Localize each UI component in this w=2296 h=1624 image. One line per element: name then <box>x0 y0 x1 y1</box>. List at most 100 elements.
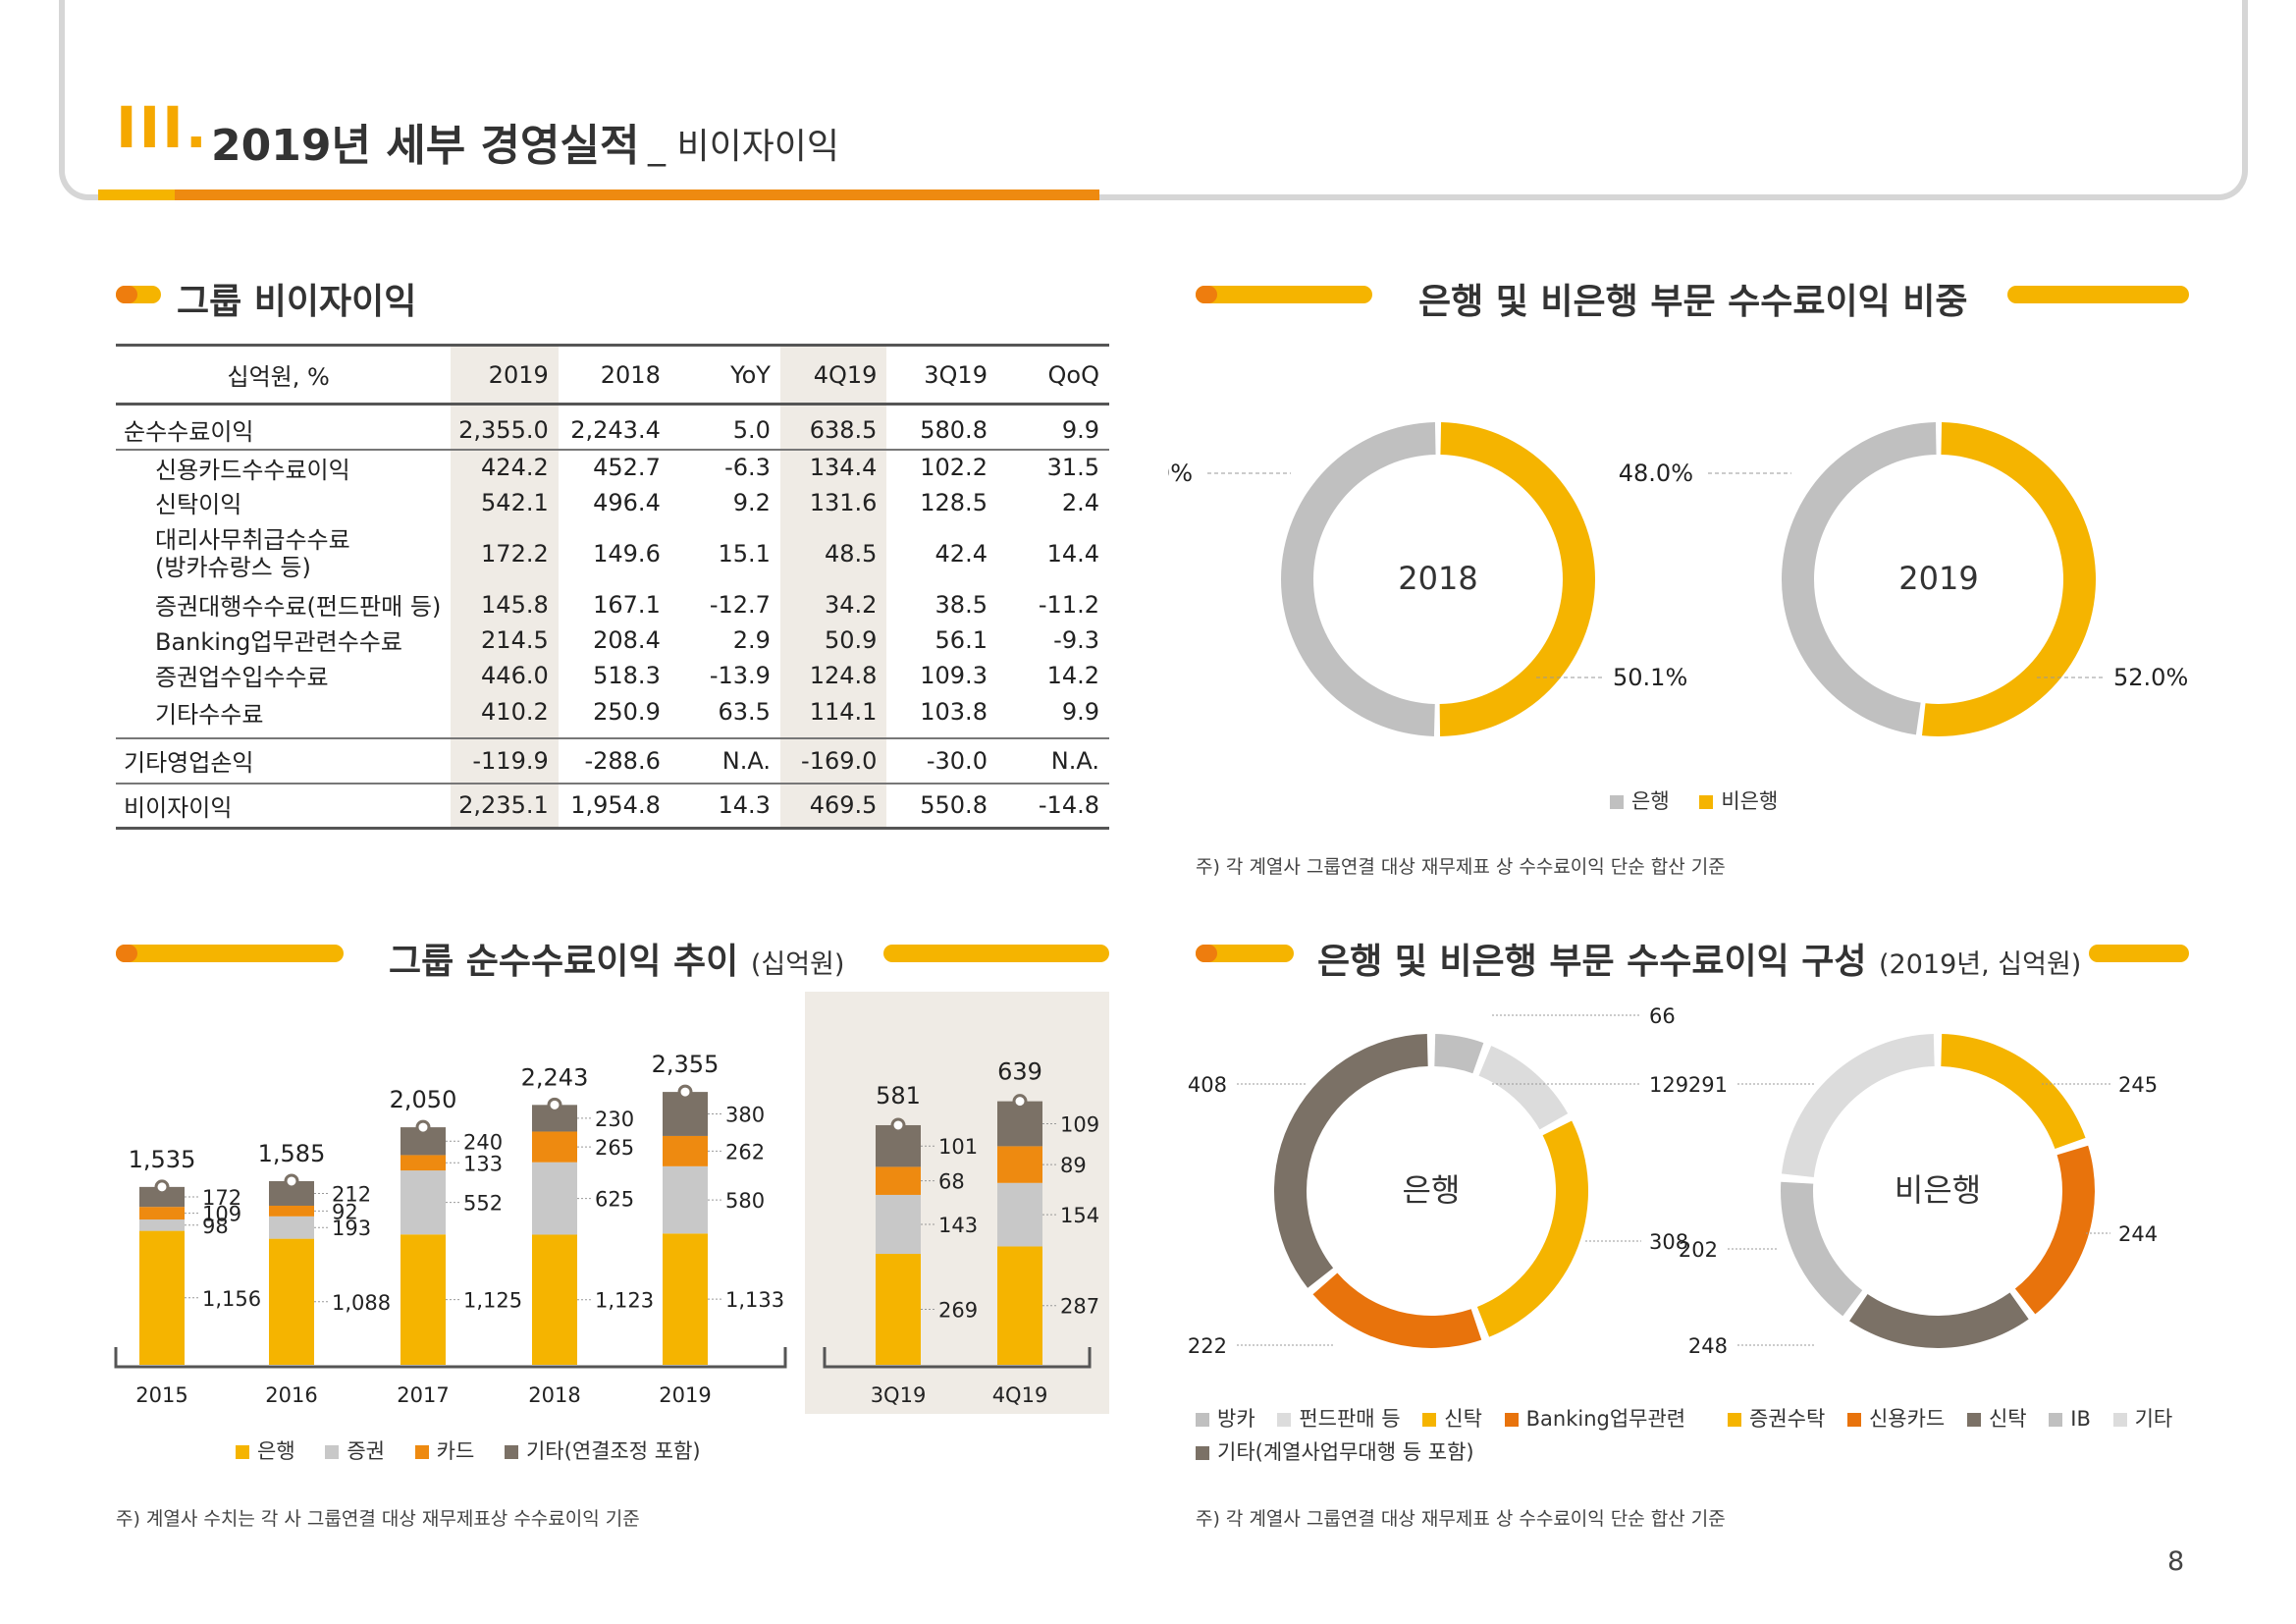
bar-value-label: 98 <box>202 1215 229 1238</box>
bar-total-label: 1,585 <box>258 1140 326 1167</box>
cell: -9.3 <box>1053 625 1099 654</box>
cell: -11.2 <box>1038 590 1099 619</box>
bar-segment <box>997 1182 1042 1247</box>
cell: -12.7 <box>709 590 771 619</box>
nonbank-segment-label: 202 <box>1679 1238 1718 1262</box>
bar-value-label: 262 <box>725 1140 765 1164</box>
header-frame <box>59 0 2248 200</box>
bank-segment-label: 222 <box>1188 1334 1227 1358</box>
nonbank-donut-segment <box>1941 1034 2086 1149</box>
bar-value-label: 1,123 <box>595 1289 654 1313</box>
nonbank-segment-label: 244 <box>2118 1222 2158 1246</box>
bar-chart-title: 그룹 순수수료이익 추이 (십억원) <box>389 933 844 984</box>
bank-donut-segment <box>1476 1120 1588 1337</box>
cell: 9.9 <box>996 404 1109 451</box>
cell: 214.5 <box>451 622 559 658</box>
cell: 34.2 <box>779 586 887 623</box>
share-label-nonbank: 52.0% <box>2113 664 2188 691</box>
section-marker-share-right <box>2007 286 2189 303</box>
bar-value-label: 101 <box>938 1135 978 1159</box>
cell: 9.2 <box>732 488 771 516</box>
share-donut-segment <box>1782 422 1937 735</box>
cell: 124.8 <box>779 657 887 693</box>
bar-value-label: 240 <box>463 1130 503 1154</box>
bar-value-label: 133 <box>463 1152 503 1175</box>
x-tick-label: 2015 <box>135 1383 187 1407</box>
cell: 167.1 <box>593 590 661 619</box>
share-donut-segment <box>1280 422 1436 736</box>
cell: 56.1 <box>934 625 988 654</box>
bar-total-label: 1,535 <box>129 1146 196 1173</box>
table-row: 증권대행수수료(펀드판매 등) 145.8 167.1 -12.7 34.2 3… <box>116 586 1109 623</box>
legend-nb-other: 기타 <box>2112 1402 2173 1435</box>
cell: 5.0 <box>669 404 780 451</box>
legend-swatch <box>1196 1446 1209 1460</box>
total-marker <box>154 1179 170 1195</box>
bar-value-label: 580 <box>725 1189 765 1213</box>
cell: 1,954.8 <box>558 782 670 830</box>
donut-center-label: 은행 <box>1403 1171 1461 1209</box>
cell: 452.7 <box>593 454 661 481</box>
x-tick-label: 2019 <box>659 1383 711 1407</box>
row-label: 신탁이익 <box>155 491 242 518</box>
legend-label: 기타 <box>2134 1407 2173 1431</box>
table-row: 기타수수료 410.2 250.9 63.5 114.1 103.8 9.9 <box>116 692 1109 738</box>
bar-value-label: 109 <box>1060 1113 1099 1137</box>
cell: 134.4 <box>779 449 887 485</box>
cell: -169.0 <box>779 736 887 784</box>
cell: -288.6 <box>558 736 670 784</box>
row-label-line1: 대리사무취급수수료 <box>155 525 350 554</box>
donut-center-label: 2019 <box>1898 560 1978 597</box>
cell: 2.9 <box>732 625 771 654</box>
nonbank-composition-legend: 증권수탁 신용카드 신탁 IB 기타 <box>1728 1402 2172 1435</box>
cell: -6.3 <box>724 454 771 481</box>
legend-swatch <box>1846 1413 1861 1427</box>
bar-segment <box>876 1254 921 1365</box>
table-row: 신탁이익 542.1 496.4 9.2 131.6 128.5 2.4 <box>116 484 1109 520</box>
cell: 2,243.4 <box>558 404 670 451</box>
cell: 149.6 <box>593 539 661 568</box>
legend-swatch <box>414 1445 429 1459</box>
legend-nb-trust: 신탁 <box>1966 1402 2027 1435</box>
share-legend: 은행 비은행 <box>1610 785 1801 815</box>
bar-value-label: 89 <box>1060 1154 1087 1177</box>
table-header-3q19: 3Q19 <box>886 344 997 406</box>
nonbank-donut-segment <box>2014 1145 2095 1315</box>
header-accent-bar <box>98 189 1099 200</box>
legend-label: Banking업무관련 <box>1525 1407 1686 1431</box>
section-marker-composition-right <box>2089 945 2189 962</box>
page-title: 2019년 세부 경영실적 <box>211 121 640 171</box>
bar-value-label: 1,133 <box>725 1288 784 1312</box>
legend-ib: IB <box>2049 1402 2091 1435</box>
table-row: 기타영업손익 -119.9 -288.6 N.A. -169.0 -30.0 N… <box>116 736 1109 784</box>
legend-swatch <box>1196 1413 1209 1427</box>
cell: 63.5 <box>718 698 771 726</box>
cell: 50.9 <box>779 622 887 658</box>
page-subtitle: _ 비이자이익 <box>648 127 840 167</box>
legend-swatch <box>236 1445 249 1459</box>
legend-label: 기타(연결조정 포함) <box>525 1439 701 1463</box>
composition-donut-charts: 은행 66 129 308 222 408 비은행 245 244 248 202 291 <box>1188 1004 2158 1358</box>
legend-securities: 증권 <box>325 1435 385 1465</box>
legend-swatch <box>1610 795 1624 809</box>
bar-segment <box>997 1101 1042 1147</box>
row-label-line2: (방카슈랑스 등) <box>155 553 311 581</box>
legend-swatch <box>504 1445 518 1459</box>
cell: -13.9 <box>709 661 771 689</box>
bar-chart-unit: (십억원) <box>750 949 845 980</box>
x-tick-label: 3Q19 <box>871 1383 927 1407</box>
table-header-qoq: QoQ <box>996 344 1109 406</box>
bar-value-label: 92 <box>332 1200 358 1223</box>
section-number: III. <box>116 94 209 161</box>
bar-value-label: 1,088 <box>332 1291 391 1315</box>
bar-segment <box>532 1162 577 1235</box>
total-marker <box>284 1173 299 1189</box>
legend-swatch <box>1504 1413 1519 1427</box>
bar-segment <box>532 1131 577 1163</box>
bar-value-label: 265 <box>595 1136 634 1160</box>
bar-total-label: 639 <box>997 1058 1042 1086</box>
section-marker-bar-right <box>883 945 1109 962</box>
bank-donut-segment <box>1312 1272 1482 1348</box>
cell: 38.5 <box>934 590 988 619</box>
cell: 250.9 <box>593 698 661 726</box>
